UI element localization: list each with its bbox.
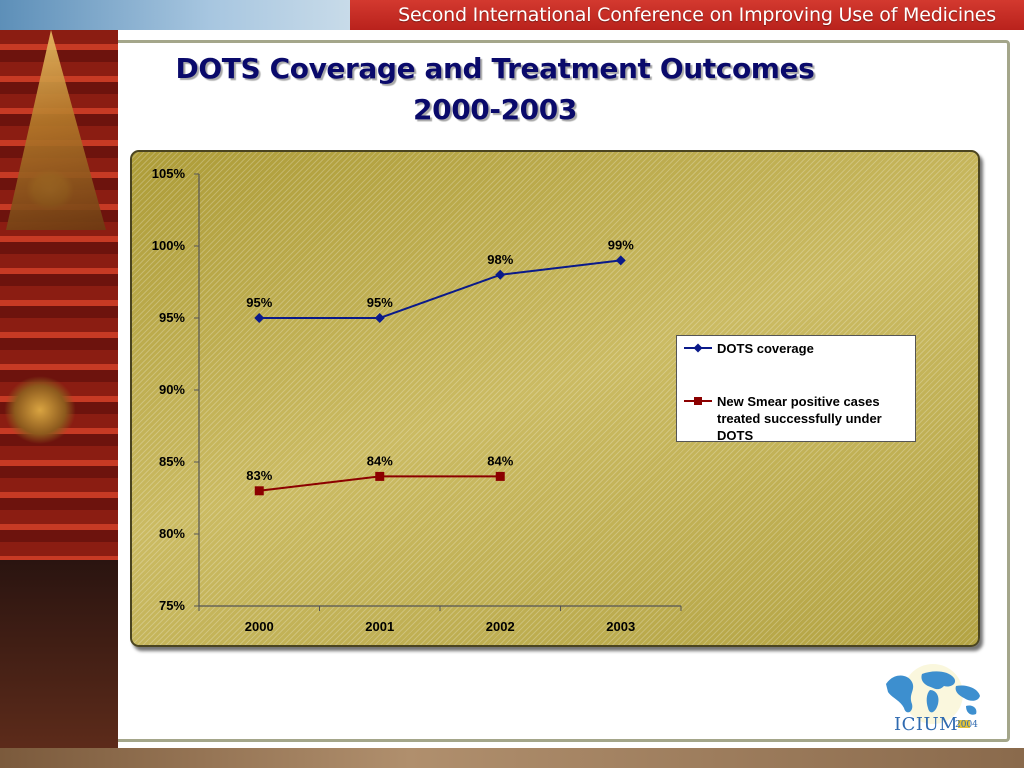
data-point-square — [254, 486, 264, 496]
x-tick-label: 2003 — [606, 619, 635, 634]
temple-shadow — [0, 560, 118, 750]
line-chart: 75% 80% 85% 90% 95% 100% 105% 2000 2001 2002 2003 9… — [152, 166, 682, 634]
legend-marker-diamond-icon — [684, 343, 712, 353]
legend-label-smear-positive: New Smear positive cases treated success… — [717, 394, 882, 443]
y-tick-label: 80% — [159, 526, 185, 541]
data-point-square — [495, 471, 505, 481]
globe-map-icon — [886, 664, 980, 728]
logo-text: ICIUM — [894, 714, 959, 735]
chart-legend: DOTS coverage New Smear positive cases t… — [676, 335, 916, 443]
bottom-decoration-strip — [0, 748, 1024, 768]
y-tick-label: 95% — [159, 310, 185, 325]
y-tick-label: 75% — [159, 598, 185, 613]
slide-title-line2: 2000-2003 — [413, 93, 577, 126]
banner-sky-photo — [0, 0, 350, 30]
data-label: 95% — [246, 295, 272, 310]
conference-banner: Second International Conference on Impro… — [350, 0, 1024, 30]
data-point-diamond — [374, 313, 385, 323]
x-tick-label: 2000 — [245, 619, 274, 634]
y-tick-label: 105% — [152, 166, 186, 181]
slide-title-line1: DOTS Coverage and Treatment Outcomes — [175, 52, 815, 85]
data-point-diamond — [615, 255, 626, 266]
temple-gable — [6, 30, 106, 230]
banner-title: Second International Conference on Impro… — [398, 4, 996, 26]
data-label: 83% — [246, 468, 272, 483]
y-tick-label: 100% — [152, 238, 186, 253]
y-tick-label: 85% — [159, 454, 185, 469]
data-label: 99% — [608, 237, 634, 252]
data-label: 84% — [367, 453, 393, 468]
logo-year: 2004 — [955, 720, 978, 730]
data-label: 95% — [367, 295, 393, 310]
data-label: 84% — [487, 453, 513, 468]
y-tick-label: 90% — [159, 382, 185, 397]
data-point-square — [375, 471, 385, 481]
data-point-diamond — [495, 269, 506, 280]
legend-marker-square-icon — [684, 397, 712, 405]
temple-decoration-image — [0, 30, 118, 750]
series-line-1 — [259, 259, 621, 319]
x-tick-label: 2001 — [365, 619, 394, 634]
legend-label-dots-coverage: DOTS coverage — [717, 341, 814, 356]
data-point-diamond — [254, 313, 265, 323]
data-label: 98% — [487, 252, 513, 267]
x-tick-label: 2002 — [486, 619, 515, 634]
